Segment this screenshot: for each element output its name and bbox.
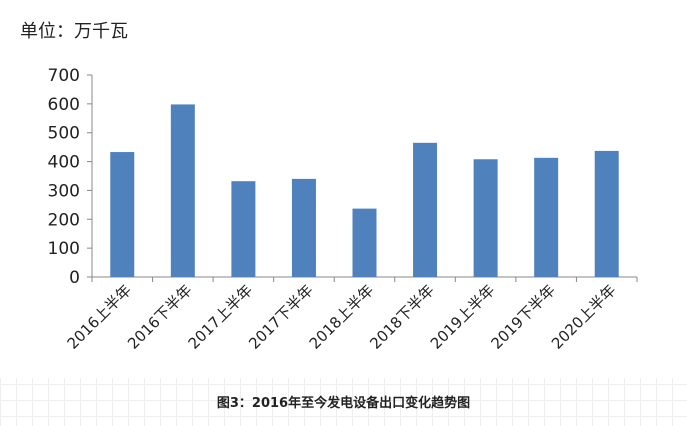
bar bbox=[413, 142, 438, 277]
bar bbox=[534, 157, 559, 277]
x-axis-ticks: 2016上半年2016下半年2017上半年2017下半年2018上半年2018下… bbox=[64, 277, 638, 353]
figure-caption: 图3：2016年至今发电设备出口变化趋势图 bbox=[216, 396, 471, 411]
y-tick-label: 400 bbox=[48, 153, 80, 173]
y-tick-label: 0 bbox=[69, 268, 80, 288]
y-tick-label: 200 bbox=[48, 210, 80, 230]
x-tick-label: 2016上半年 bbox=[64, 281, 136, 353]
bar bbox=[291, 178, 316, 277]
y-tick-label: 100 bbox=[48, 239, 80, 259]
unit-label: 单位：万千瓦 bbox=[20, 21, 128, 42]
bar bbox=[231, 181, 256, 277]
bar bbox=[594, 150, 619, 277]
x-tick-label: 2017上半年 bbox=[185, 281, 257, 353]
x-tick-label: 2018下半年 bbox=[366, 281, 438, 353]
x-tick-label: 2018上半年 bbox=[306, 281, 378, 353]
y-tick-label: 700 bbox=[48, 66, 80, 86]
x-tick-label: 2019下半年 bbox=[487, 281, 559, 353]
bar bbox=[170, 104, 195, 277]
bar bbox=[473, 159, 498, 277]
bar bbox=[352, 208, 377, 277]
y-tick-label: 300 bbox=[48, 181, 80, 201]
x-tick-label: 2016下半年 bbox=[124, 281, 196, 353]
chart-panel: 单位：万千瓦 0 100 200 300 400 500 600 700 2016上半年 201… bbox=[20, 21, 638, 353]
x-tick-label: 2019上半年 bbox=[427, 281, 499, 353]
x-tick-label: 2017下半年 bbox=[245, 281, 317, 353]
bar bbox=[110, 152, 135, 277]
y-tick-label: 600 bbox=[48, 95, 80, 115]
x-tick-label: 2020上半年 bbox=[548, 281, 620, 353]
bars bbox=[110, 104, 619, 277]
y-axis-ticks: 0 100 200 300 400 500 600 700 bbox=[48, 66, 92, 288]
y-tick-label: 500 bbox=[48, 124, 80, 144]
